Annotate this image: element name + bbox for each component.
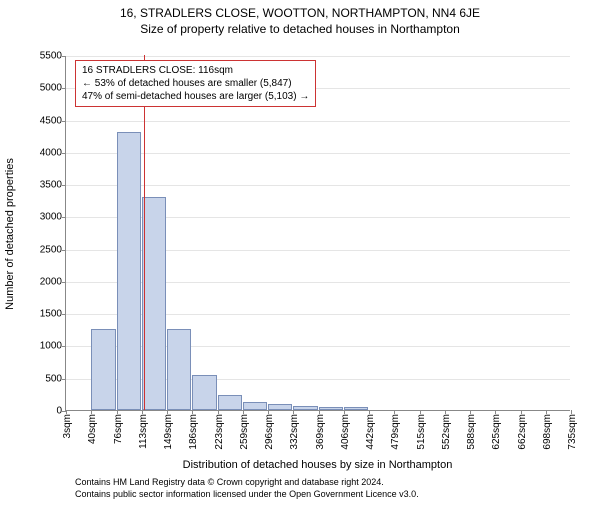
histogram-bar (117, 132, 141, 410)
histogram-bar (218, 395, 242, 410)
x-tick-label: 40sqm (87, 414, 98, 444)
x-tick-label: 223sqm (214, 414, 225, 450)
x-tick-label: 296sqm (264, 414, 275, 450)
y-tick-label: 1500 (40, 309, 66, 320)
annotation-line-1: 16 STRADLERS CLOSE: 116sqm (82, 64, 309, 77)
gridline (66, 56, 570, 57)
x-tick-label: 186sqm (188, 414, 199, 450)
x-tick-label: 479sqm (390, 414, 401, 450)
x-axis-label: Distribution of detached houses by size … (183, 459, 453, 471)
y-tick-label: 3000 (40, 212, 66, 223)
y-tick-label: 3500 (40, 180, 66, 191)
histogram-bar (344, 407, 368, 410)
annotation-box: 16 STRADLERS CLOSE: 116sqm ← 53% of deta… (75, 60, 316, 107)
footer-line-1: Contains HM Land Registry data © Crown c… (75, 477, 419, 489)
histogram-bar (268, 404, 292, 410)
x-tick-label: 332sqm (289, 414, 300, 450)
x-tick-label: 442sqm (365, 414, 376, 450)
x-tick-label: 113sqm (138, 414, 149, 449)
page-subtitle: Size of property relative to detached ho… (0, 22, 600, 36)
y-tick-label: 5500 (40, 51, 66, 62)
y-tick-label: 500 (45, 373, 66, 384)
y-tick-label: 1000 (40, 341, 66, 352)
histogram-bar (319, 407, 343, 410)
x-tick-label: 625sqm (491, 414, 502, 450)
y-tick-label: 5000 (40, 83, 66, 94)
footer-line-2: Contains public sector information licen… (75, 489, 419, 501)
gridline (66, 153, 570, 154)
histogram-bar (167, 329, 191, 410)
x-tick-label: 588sqm (466, 414, 477, 450)
gridline (66, 185, 570, 186)
x-tick-label: 369sqm (315, 414, 326, 450)
y-tick-label: 4000 (40, 147, 66, 158)
gridline (66, 121, 570, 122)
histogram-bar (142, 197, 166, 410)
x-tick-label: 149sqm (163, 414, 174, 450)
histogram-bar (243, 402, 267, 410)
x-tick-label: 406sqm (340, 414, 351, 450)
x-tick-label: 552sqm (441, 414, 452, 450)
x-tick-label: 76sqm (113, 414, 124, 444)
x-tick-label: 662sqm (517, 414, 528, 450)
y-tick-label: 2000 (40, 276, 66, 287)
x-tick-label: 515sqm (416, 414, 427, 450)
x-tick-label: 698sqm (542, 414, 553, 450)
x-tick-label: 3sqm (62, 414, 73, 438)
footer-attribution: Contains HM Land Registry data © Crown c… (75, 477, 419, 500)
property-marker-line (144, 55, 145, 410)
y-axis-label: Number of detached properties (4, 158, 16, 310)
histogram-bar (91, 329, 115, 410)
page-title: 16, STRADLERS CLOSE, WOOTTON, NORTHAMPTO… (0, 6, 600, 20)
chart-plot-area: 0500100015002000250030003500400045005000… (65, 56, 570, 411)
x-tick-label: 735sqm (567, 414, 578, 450)
y-tick-label: 4500 (40, 115, 66, 126)
x-tick-label: 259sqm (239, 414, 250, 450)
histogram-bar (192, 375, 216, 411)
y-tick-label: 2500 (40, 244, 66, 255)
histogram-bar (293, 406, 317, 410)
annotation-line-2: ← 53% of detached houses are smaller (5,… (82, 77, 309, 90)
annotation-line-3: 47% of semi-detached houses are larger (… (82, 90, 309, 103)
